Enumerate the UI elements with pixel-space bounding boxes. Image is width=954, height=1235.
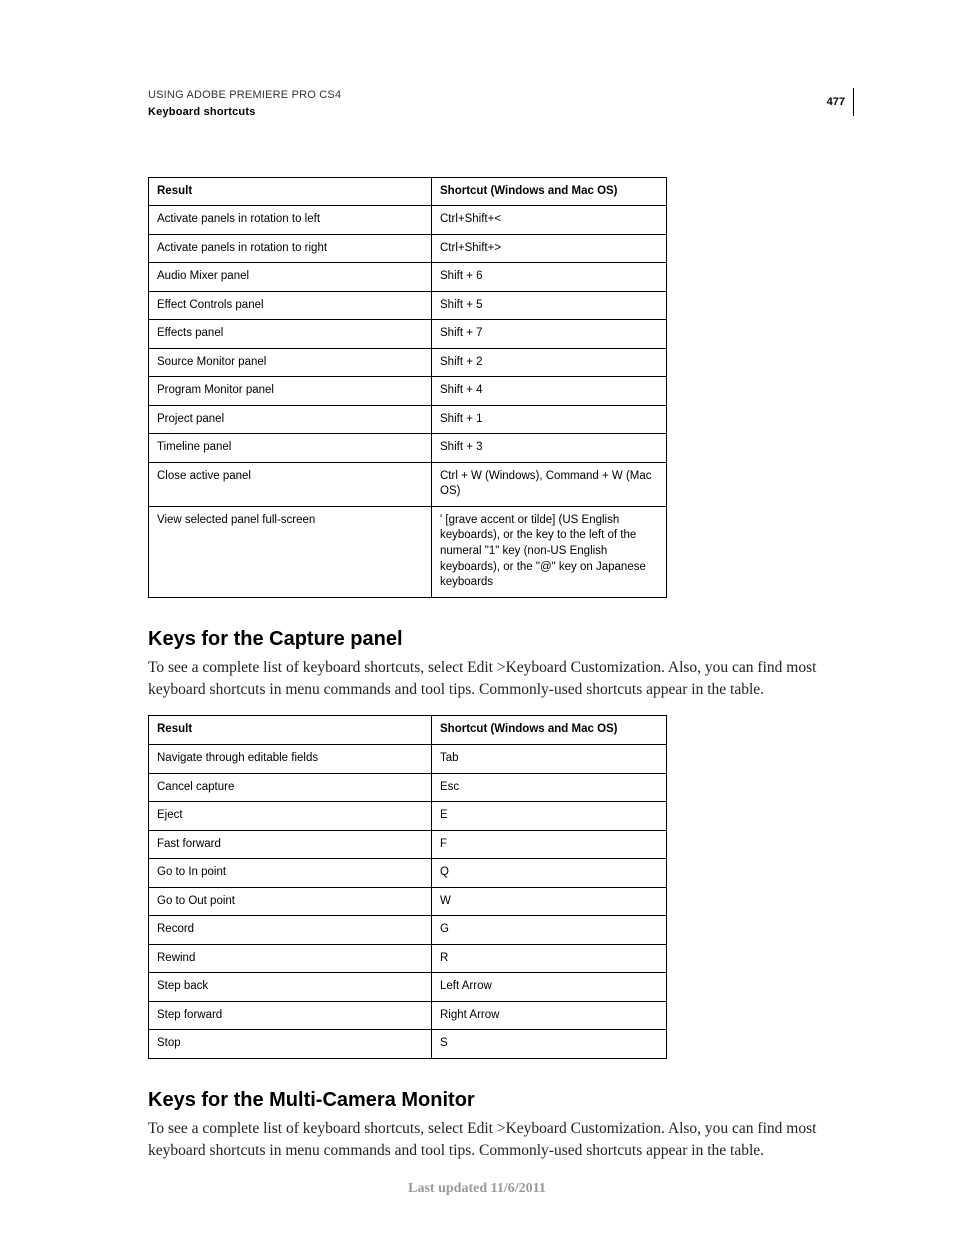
- table-row: RecordG: [149, 916, 667, 945]
- table-row: Step backLeft Arrow: [149, 973, 667, 1002]
- table-row: Activate panels in rotation to rightCtrl…: [149, 234, 667, 263]
- cell-shortcut: F: [432, 830, 667, 859]
- table-row: Close active panelCtrl + W (Windows), Co…: [149, 462, 667, 506]
- cell-result: Close active panel: [149, 462, 432, 506]
- cell-result: Audio Mixer panel: [149, 263, 432, 292]
- cell-result: Eject: [149, 802, 432, 831]
- shortcuts-table-capture: Result Shortcut (Windows and Mac OS) Nav…: [148, 715, 667, 1058]
- table-row: Audio Mixer panelShift + 6: [149, 263, 667, 292]
- col-shortcut: Shortcut (Windows and Mac OS): [432, 716, 667, 745]
- table-row: Cancel captureEsc: [149, 773, 667, 802]
- cell-result: Effects panel: [149, 320, 432, 349]
- section-heading-capture: Keys for the Capture panel: [148, 628, 854, 651]
- cell-result: Step back: [149, 973, 432, 1002]
- cell-result: Cancel capture: [149, 773, 432, 802]
- shortcuts-table-panels: Result Shortcut (Windows and Mac OS) Act…: [148, 177, 667, 598]
- table-row: View selected panel full-screen' [grave …: [149, 506, 667, 597]
- cell-result: View selected panel full-screen: [149, 506, 432, 597]
- cell-result: Effect Controls panel: [149, 291, 432, 320]
- col-result: Result: [149, 177, 432, 206]
- table-header-row: Result Shortcut (Windows and Mac OS): [149, 177, 667, 206]
- cell-shortcut: R: [432, 944, 667, 973]
- table-row: StopS: [149, 1030, 667, 1059]
- cell-shortcut: S: [432, 1030, 667, 1059]
- table-row: Project panelShift + 1: [149, 405, 667, 434]
- cell-result: Timeline panel: [149, 434, 432, 463]
- page-number: 477: [827, 96, 853, 108]
- cell-shortcut: Left Arrow: [432, 973, 667, 1002]
- table-row: Go to Out pointW: [149, 887, 667, 916]
- doc-subtitle: Keyboard shortcuts: [148, 105, 341, 120]
- table-row: Fast forwardF: [149, 830, 667, 859]
- table-row: Effects panelShift + 7: [149, 320, 667, 349]
- page: USING ADOBE PREMIERE PRO CS4 Keyboard sh…: [0, 0, 954, 1235]
- cell-shortcut: Tab: [432, 745, 667, 774]
- cell-shortcut: Shift + 4: [432, 377, 667, 406]
- table-row: Go to In pointQ: [149, 859, 667, 888]
- cell-shortcut: W: [432, 887, 667, 916]
- table-row: RewindR: [149, 944, 667, 973]
- cell-shortcut: Right Arrow: [432, 1001, 667, 1030]
- cell-shortcut: G: [432, 916, 667, 945]
- cell-result: Activate panels in rotation to left: [149, 206, 432, 235]
- table-row: Activate panels in rotation to leftCtrl+…: [149, 206, 667, 235]
- cell-shortcut: Ctrl+Shift+<: [432, 206, 667, 235]
- table-row: Effect Controls panelShift + 5: [149, 291, 667, 320]
- cell-result: Stop: [149, 1030, 432, 1059]
- table-row: Navigate through editable fieldsTab: [149, 745, 667, 774]
- cell-shortcut: Ctrl + W (Windows), Command + W (Mac OS): [432, 462, 667, 506]
- cell-result: Activate panels in rotation to right: [149, 234, 432, 263]
- table-header-row: Result Shortcut (Windows and Mac OS): [149, 716, 667, 745]
- cell-shortcut: Shift + 6: [432, 263, 667, 292]
- section-heading-multicam: Keys for the Multi-Camera Monitor: [148, 1089, 854, 1112]
- table-row: Step forwardRight Arrow: [149, 1001, 667, 1030]
- page-footer: Last updated 11/6/2011: [0, 1181, 954, 1197]
- header-left: USING ADOBE PREMIERE PRO CS4 Keyboard sh…: [148, 88, 341, 121]
- cell-shortcut: Ctrl+Shift+>: [432, 234, 667, 263]
- cell-result: Rewind: [149, 944, 432, 973]
- table-row: EjectE: [149, 802, 667, 831]
- page-number-wrap: 477: [827, 88, 854, 116]
- cell-shortcut: Esc: [432, 773, 667, 802]
- cell-shortcut: Shift + 7: [432, 320, 667, 349]
- cell-shortcut: Shift + 1: [432, 405, 667, 434]
- cell-result: Source Monitor panel: [149, 348, 432, 377]
- cell-result: Record: [149, 916, 432, 945]
- cell-shortcut: Shift + 5: [432, 291, 667, 320]
- col-shortcut: Shortcut (Windows and Mac OS): [432, 177, 667, 206]
- cell-shortcut: Q: [432, 859, 667, 888]
- col-result: Result: [149, 716, 432, 745]
- cell-result: Go to In point: [149, 859, 432, 888]
- cell-result: Go to Out point: [149, 887, 432, 916]
- table-row: Source Monitor panelShift + 2: [149, 348, 667, 377]
- cell-shortcut: Shift + 2: [432, 348, 667, 377]
- cell-shortcut: ' [grave accent or tilde] (US English ke…: [432, 506, 667, 597]
- cell-result: Project panel: [149, 405, 432, 434]
- cell-result: Fast forward: [149, 830, 432, 859]
- doc-title: USING ADOBE PREMIERE PRO CS4: [148, 88, 341, 103]
- cell-shortcut: Shift + 3: [432, 434, 667, 463]
- header-rule: [853, 88, 854, 116]
- section-intro-multicam: To see a complete list of keyboard short…: [148, 1118, 854, 1163]
- cell-result: Step forward: [149, 1001, 432, 1030]
- cell-result: Program Monitor panel: [149, 377, 432, 406]
- table-row: Program Monitor panelShift + 4: [149, 377, 667, 406]
- table-row: Timeline panelShift + 3: [149, 434, 667, 463]
- section-intro-capture: To see a complete list of keyboard short…: [148, 657, 854, 702]
- cell-result: Navigate through editable fields: [149, 745, 432, 774]
- cell-shortcut: E: [432, 802, 667, 831]
- page-header: USING ADOBE PREMIERE PRO CS4 Keyboard sh…: [148, 88, 854, 121]
